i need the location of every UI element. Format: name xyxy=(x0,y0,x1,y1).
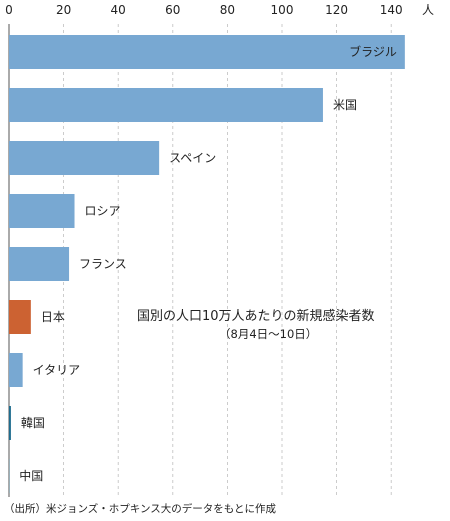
x-tick-label: 60 xyxy=(165,3,180,17)
bars xyxy=(9,35,405,493)
bar xyxy=(9,141,160,175)
bar xyxy=(9,35,405,69)
category-label: ブラジル xyxy=(349,44,397,59)
category-label: 米国 xyxy=(333,98,357,112)
bar xyxy=(9,88,323,122)
category-label: スペイン xyxy=(169,151,216,165)
x-tick-label: 20 xyxy=(56,3,71,17)
bar xyxy=(9,406,11,440)
bar xyxy=(9,353,23,387)
category-label: 韓国 xyxy=(21,416,45,430)
x-axis-unit-label: 人 xyxy=(422,3,434,17)
annotation-title: 国別の人口10万人あたりの新規感染者数 xyxy=(137,308,375,324)
x-tick-label: 80 xyxy=(220,3,235,17)
category-label: 中国 xyxy=(19,468,43,483)
category-label: イタリア xyxy=(33,363,81,377)
x-axis-ticks: 0 20 40 60 80 100 120 140 xyxy=(5,3,402,17)
x-tick-label: 140 xyxy=(380,3,403,17)
source-note: （出所）米ジョンズ・ホプキンス大のデータをもとに作成 xyxy=(4,503,277,515)
bar xyxy=(9,247,70,281)
bar xyxy=(9,300,31,334)
category-label: ロシア xyxy=(85,204,121,218)
category-label: フランス xyxy=(79,257,127,271)
bar xyxy=(9,194,75,228)
x-tick-label: 0 xyxy=(5,3,13,17)
x-tick-label: 100 xyxy=(271,3,294,17)
chart: 0 20 40 60 80 100 120 140 人 ブラジル米国スペインロシアフランス日本… xyxy=(5,3,434,497)
category-label: 日本 xyxy=(41,310,65,324)
annotation-subtitle: （8月4日〜10日） xyxy=(219,327,317,341)
x-tick-label: 120 xyxy=(325,3,348,17)
x-tick-label: 40 xyxy=(111,3,126,17)
